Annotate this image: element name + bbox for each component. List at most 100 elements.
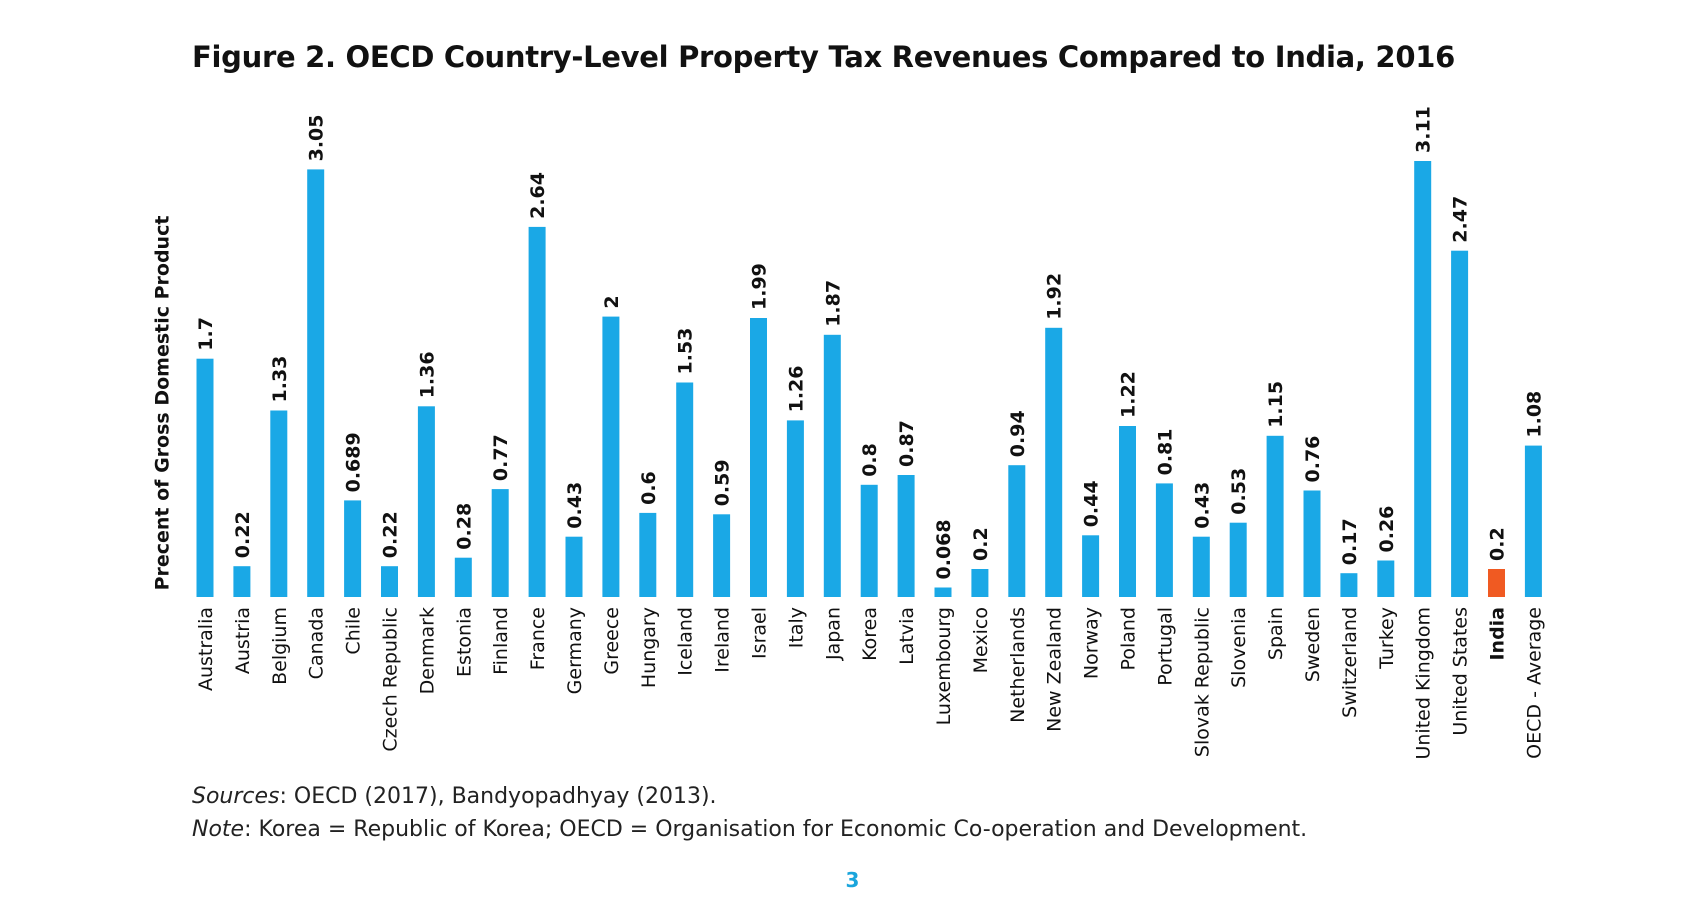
bar-canada (307, 169, 325, 597)
value-label-united-kingdom: 3.11 (1413, 106, 1435, 153)
category-label-luxembourg: Luxembourg (933, 607, 955, 725)
bar-austria (233, 566, 251, 597)
bar-greece (602, 316, 620, 597)
value-label-spain: 1.15 (1265, 381, 1287, 428)
category-label-hungary: Hungary (638, 607, 660, 688)
bar-portugal (1155, 483, 1173, 597)
bar-czech-republic (381, 566, 398, 597)
category-label-norway: Norway (1081, 607, 1103, 679)
category-label-germany: Germany (564, 607, 586, 694)
bar-slovak-republic (1192, 536, 1210, 597)
page-number: 3 (845, 868, 860, 892)
bar-estonia (454, 557, 472, 597)
bars-group (196, 161, 1542, 597)
category-label-ireland: Ireland (712, 607, 734, 673)
y-axis-title: Precent of Gross Domestic Product (152, 216, 174, 591)
bar-hungary (639, 512, 657, 597)
sources-label: Sources (192, 784, 280, 809)
bar-united-states (1451, 250, 1469, 597)
category-label-japan: Japan (822, 607, 844, 661)
bar-latvia (897, 475, 915, 597)
bar-australia (196, 358, 214, 597)
bar-switzerland (1340, 573, 1358, 597)
category-label-estonia: Estonia (453, 607, 475, 677)
value-label-chile: 0.689 (343, 432, 365, 492)
value-label-israel: 1.99 (749, 263, 771, 310)
category-label-poland: Poland (1118, 607, 1140, 670)
value-label-netherlands: 0.94 (1007, 410, 1029, 457)
value-label-slovenia: 0.53 (1228, 468, 1250, 515)
category-label-turkey: Turkey (1376, 607, 1398, 670)
category-label-sweden: Sweden (1302, 607, 1324, 682)
category-label-netherlands: Netherlands (1007, 607, 1029, 723)
bar-chile (344, 500, 362, 597)
value-label-greece: 2 (601, 295, 623, 308)
value-label-new-zealand: 1.92 (1044, 273, 1066, 320)
category-label-united-states: United States (1450, 607, 1472, 736)
category-label-korea: Korea (859, 607, 881, 661)
value-label-norway: 0.44 (1081, 480, 1103, 527)
category-label-denmark: Denmark (416, 607, 438, 694)
bar-korea (860, 484, 878, 597)
bar-japan (823, 334, 841, 597)
notes: Sources: OECD (2017), Bandyopadhyay (201… (192, 780, 1307, 846)
value-label-united-states: 2.47 (1450, 196, 1472, 243)
value-label-belgium: 1.33 (269, 356, 291, 403)
value-label-india: 0.2 (1487, 527, 1509, 561)
value-label-canada: 3.05 (306, 115, 328, 162)
bar-new-zealand (1045, 327, 1063, 597)
value-label-oecd-average: 1.08 (1523, 391, 1545, 438)
category-label-spain: Spain (1265, 607, 1287, 660)
bar-united-kingdom (1414, 161, 1432, 597)
category-label-oecd-average: OECD - Average (1523, 607, 1545, 759)
bar-ireland (713, 514, 731, 597)
bar-belgium (270, 410, 288, 597)
bar-poland (1119, 426, 1136, 597)
category-label-austria: Austria (232, 607, 254, 674)
note-text: : Korea = Republic of Korea; OECD = Orga… (244, 817, 1308, 842)
bar-norway (1082, 535, 1100, 597)
category-label-chile: Chile (343, 607, 365, 655)
bar-chart: Precent of Gross Domestic Product 1.7 0.2… (152, 106, 1546, 760)
bar-sweden (1303, 490, 1321, 597)
value-label-finland: 0.77 (490, 434, 512, 481)
note-label: Note (192, 817, 245, 842)
category-label-australia: Australia (195, 607, 217, 691)
value-label-iceland: 1.53 (675, 328, 697, 375)
bar-slovenia (1229, 522, 1247, 597)
bar-turkey (1377, 560, 1395, 597)
value-label-poland: 1.22 (1118, 371, 1140, 418)
value-label-italy: 1.26 (785, 366, 807, 413)
figure-title: Figure 2. OECD Country-Level Property Ta… (192, 40, 1455, 74)
bar-netherlands (1008, 465, 1026, 597)
value-label-denmark: 1.36 (416, 351, 438, 398)
note-line: Note: Korea = Republic of Korea; OECD = … (192, 813, 1307, 846)
category-labels-group: Australia Austria Belgium Canada Chile Czech … (195, 607, 1545, 760)
bar-israel (750, 318, 767, 597)
category-label-portugal: Portugal (1154, 607, 1176, 686)
value-label-czech-republic: 0.22 (380, 511, 402, 558)
value-label-austria: 0.22 (232, 511, 254, 558)
category-label-belgium: Belgium (269, 607, 291, 685)
category-label-iceland: Iceland (675, 607, 697, 676)
category-label-czech-republic: Czech Republic (380, 607, 402, 752)
value-label-turkey: 0.26 (1376, 506, 1398, 553)
bar-germany (565, 536, 583, 597)
category-label-india: India (1487, 607, 1509, 661)
value-label-ireland: 0.59 (712, 459, 734, 506)
value-label-luxembourg: 0.068 (933, 519, 955, 579)
category-label-united-kingdom: United Kingdom (1413, 607, 1435, 760)
category-label-switzerland: Switzerland (1339, 607, 1361, 718)
bar-france (528, 226, 546, 597)
value-label-germany: 0.43 (564, 482, 586, 529)
category-label-slovenia: Slovenia (1228, 607, 1250, 688)
bar-mexico (971, 569, 989, 597)
value-label-estonia: 0.28 (453, 503, 475, 550)
bar-finland (491, 489, 509, 597)
category-label-italy: Italy (785, 607, 807, 648)
bar-denmark (417, 406, 435, 597)
category-label-israel: Israel (749, 607, 771, 659)
category-label-new-zealand: New Zealand (1044, 607, 1066, 732)
value-label-sweden: 0.76 (1302, 436, 1324, 483)
sources-line: Sources: OECD (2017), Bandyopadhyay (201… (192, 780, 1307, 813)
